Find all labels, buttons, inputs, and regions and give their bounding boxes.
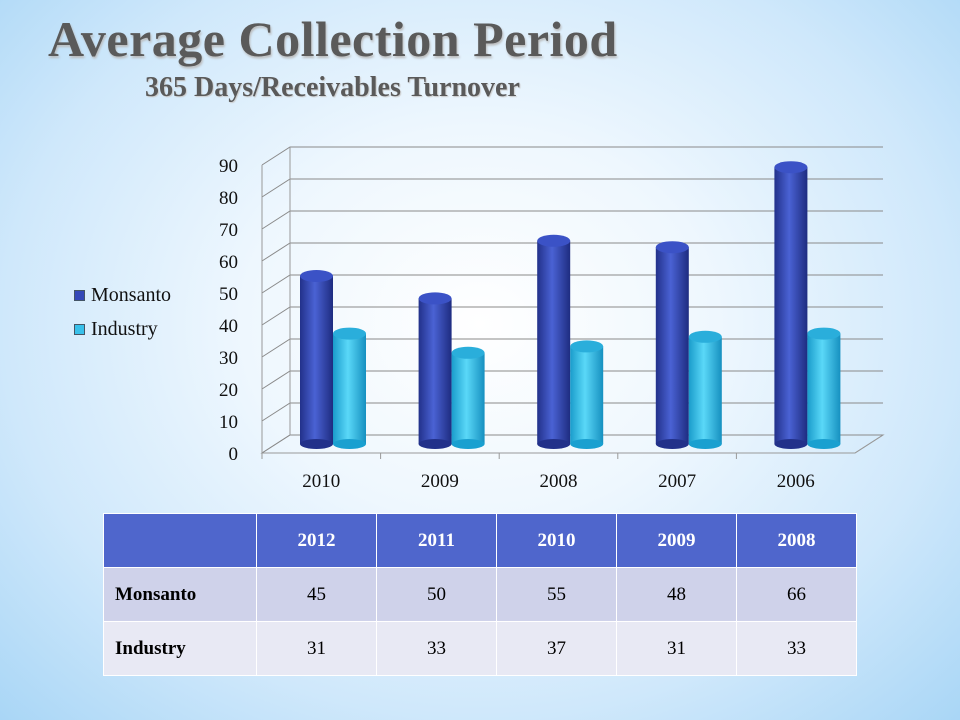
data-table: 2012 2011 2010 2009 2008 Monsanto 45 50 …: [103, 513, 857, 676]
bar-body: [333, 333, 366, 444]
table-header-row: 2012 2011 2010 2009 2008: [103, 513, 857, 568]
x-tick-label: 2008: [540, 471, 578, 492]
x-tick-label: 2007: [658, 471, 696, 492]
bar-industry: [570, 340, 604, 449]
bar-monsanto: [418, 292, 452, 449]
y-tick-label: 80: [219, 188, 238, 209]
floor-edge: [854, 434, 884, 454]
bar-base: [537, 439, 571, 449]
bar-base: [300, 439, 333, 449]
bar-body: [570, 346, 604, 444]
legend-label: Monsanto: [91, 284, 171, 306]
table-cell: 50: [376, 567, 497, 622]
bar-industry: [451, 346, 485, 449]
table-cell: 48: [616, 567, 737, 622]
bar-chart: 0 10 20 30 40 50 60 70 80 90 2010 2009 2008 2007 2006: [219, 146, 885, 492]
table-cell: 33: [376, 621, 497, 676]
table-cell: 31: [616, 621, 737, 676]
bar-body: [774, 167, 808, 444]
bar-base: [655, 439, 689, 449]
bar-body: [537, 240, 571, 444]
bar-top: [300, 270, 333, 282]
bar-monsanto: [300, 270, 333, 449]
bar-base: [774, 439, 808, 449]
bar-monsanto: [655, 241, 689, 449]
row-label: Monsanto: [103, 567, 257, 622]
bar-industry: [688, 330, 722, 449]
slide-subtitle: 365 Days/Receivables Turnover: [145, 72, 520, 103]
table-cell: 55: [496, 567, 617, 622]
table-header-cell: 2009: [616, 513, 737, 568]
x-tick-label: 2009: [421, 471, 459, 492]
legend-item-industry: Industry: [74, 318, 158, 341]
bar-body: [418, 298, 452, 444]
y-tick-label: 60: [219, 252, 238, 273]
bar-top: [655, 241, 689, 254]
bar-top: [451, 346, 485, 359]
table-row: Industry 31 33 37 31 33: [103, 621, 857, 676]
table-cell: 31: [256, 621, 377, 676]
y-tick-label: 90: [219, 156, 238, 177]
bar-body: [807, 333, 841, 444]
bar-top: [807, 327, 841, 340]
table-header-cell: 2011: [376, 513, 497, 568]
bar-base: [688, 439, 722, 449]
x-tick-label: 2006: [777, 471, 815, 492]
legend-label: Industry: [91, 318, 158, 340]
legend-swatch-monsanto: [74, 290, 85, 301]
row-label: Industry: [103, 621, 257, 676]
table-header-cell: 2012: [256, 513, 377, 568]
bar-top: [688, 330, 722, 343]
y-tick-label: 40: [219, 316, 238, 337]
bar-top: [333, 327, 366, 340]
bar-top: [570, 340, 604, 353]
bar-base: [807, 439, 841, 449]
x-tick-label: 2010: [302, 471, 340, 492]
y-tick-label: 70: [219, 220, 238, 241]
y-tick-label: 0: [229, 444, 239, 465]
table-row: Monsanto 45 50 55 48 66: [103, 567, 857, 622]
table-cell: 45: [256, 567, 377, 622]
y-tick-label: 50: [219, 284, 238, 305]
bar-industry: [333, 327, 366, 449]
bar-body: [688, 336, 722, 444]
bar-base: [570, 439, 604, 449]
table-header-cell: [103, 513, 257, 568]
y-tick-label: 30: [219, 348, 238, 369]
bar-monsanto: [537, 234, 571, 449]
bar-base: [333, 439, 366, 449]
bar-body: [451, 352, 485, 444]
table-header-cell: 2010: [496, 513, 617, 568]
table-cell: 66: [736, 567, 857, 622]
bar-industry: [807, 327, 841, 449]
legend-item-monsanto: Monsanto: [74, 284, 171, 307]
bar-top: [537, 234, 571, 247]
table-cell: 37: [496, 621, 617, 676]
bar-monsanto: [774, 161, 808, 449]
table-cell: 33: [736, 621, 857, 676]
y-tick-label: 10: [219, 412, 238, 433]
bar-body: [655, 247, 689, 444]
bar-base: [451, 439, 485, 449]
table-header-cell: 2008: [736, 513, 857, 568]
bar-top: [418, 292, 452, 305]
bar-top: [774, 161, 808, 174]
y-tick-label: 20: [219, 380, 238, 401]
bar-body: [300, 276, 333, 444]
bar-base: [418, 439, 452, 449]
legend-swatch-industry: [74, 324, 85, 335]
slide-title: Average Collection Period: [48, 11, 618, 67]
